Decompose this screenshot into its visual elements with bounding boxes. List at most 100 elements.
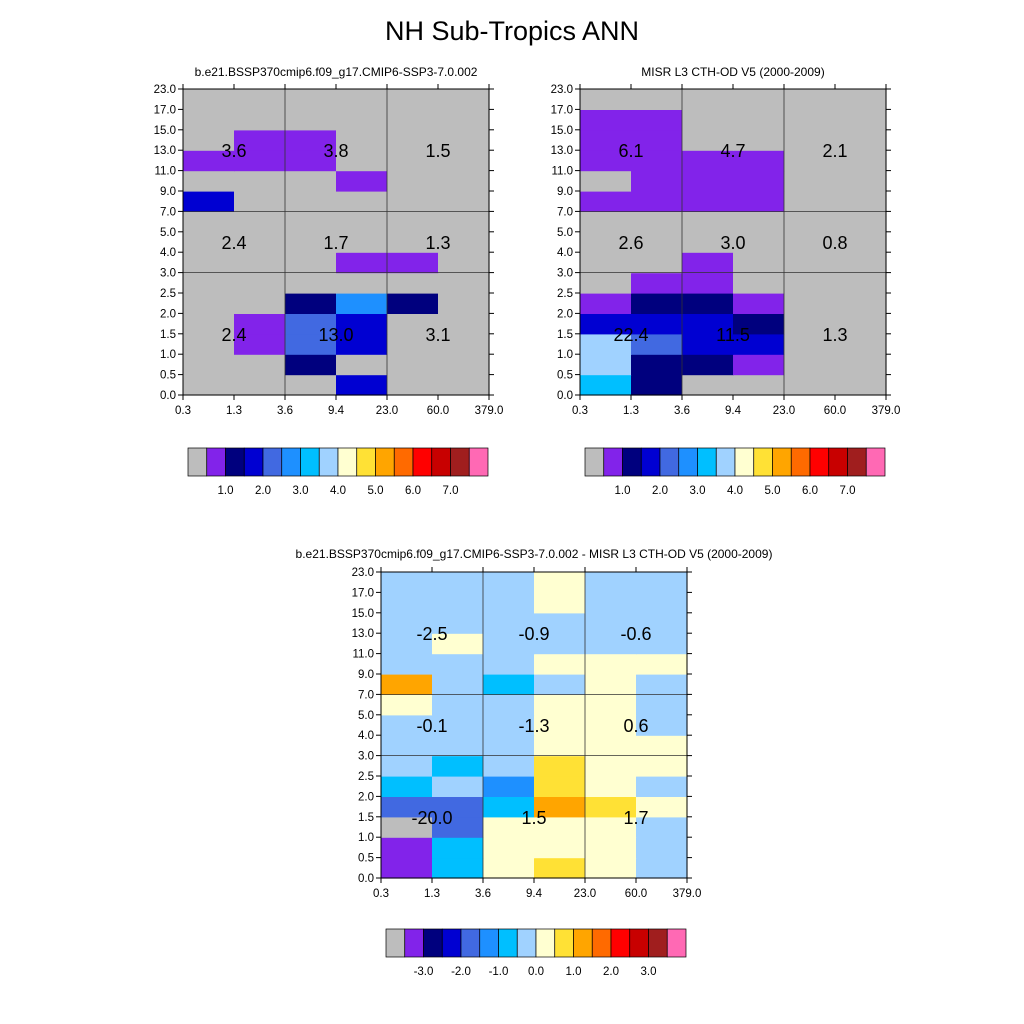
heatmap-cell	[585, 776, 637, 797]
heatmap-cell	[336, 191, 388, 212]
heatmap-cell	[580, 191, 632, 212]
heatmap-cell	[285, 272, 337, 294]
heatmap-cell	[183, 129, 235, 151]
y-tick-label: 1.0	[358, 832, 374, 844]
x-tick-label: 23.0	[773, 405, 795, 417]
heatmap-cell	[733, 354, 785, 376]
colorbar-swatch	[262, 447, 283, 477]
x-tick-label: 1.3	[623, 405, 639, 417]
heatmap-cell	[234, 333, 286, 355]
y-tick-label: 3.0	[160, 268, 176, 280]
heatmap-cell	[682, 211, 734, 233]
heatmap-cell	[784, 313, 836, 335]
heatmap-cell	[183, 252, 235, 274]
heatmap-cell	[636, 592, 688, 614]
colorbar-swatch	[356, 447, 376, 477]
block-value-label: 2.4	[221, 233, 246, 253]
heatmap-cell	[234, 170, 286, 192]
y-tick-label: 0.0	[358, 873, 374, 885]
heatmap-cell	[387, 333, 439, 355]
colorbar-swatch	[629, 928, 649, 958]
heatmap-cell	[438, 89, 490, 110]
block-value-label: 1.3	[425, 233, 450, 253]
heatmap-cell	[483, 674, 535, 695]
heatmap-cell	[631, 374, 683, 396]
colorbar-swatch	[404, 928, 424, 958]
heatmap-cell	[387, 374, 439, 396]
heatmap-cell	[580, 150, 632, 172]
colorbar-label: 6.0	[802, 485, 818, 497]
heatmap-cell	[631, 89, 683, 110]
x-tick-label: 23.0	[574, 888, 596, 900]
heatmap-cell	[183, 333, 235, 355]
colorbar-label: 1.0	[218, 485, 234, 497]
heatmap-cell	[285, 211, 337, 233]
y-tick-label: 11.0	[154, 166, 176, 178]
heatmap-cell	[534, 572, 586, 593]
heatmap-cell	[682, 252, 734, 274]
block-value-label: 1.3	[822, 325, 847, 345]
heatmap-cell	[534, 612, 586, 634]
heatmap-cell	[636, 633, 688, 655]
colorbar-label: 3.0	[293, 485, 309, 497]
heatmap-cell	[432, 816, 484, 838]
x-tick-label: 379.0	[872, 405, 901, 417]
heatmap-cell	[483, 837, 535, 859]
heatmap-cell	[432, 857, 484, 879]
colorbar-swatch	[603, 447, 623, 477]
heatmap-cell	[835, 170, 887, 192]
heatmap-cell	[580, 129, 632, 151]
colorbar: 1.0 2.0 3.0 4.0 5.0 6.0 7.0	[584, 447, 886, 497]
heatmap-cell	[585, 755, 637, 777]
heatmap-cell	[585, 612, 637, 634]
y-tick-label: 15.0	[551, 125, 573, 137]
heatmap-cell	[580, 293, 632, 314]
heatmap-cell	[183, 272, 235, 294]
heatmap-cell	[438, 333, 490, 355]
colorbar-swatch	[206, 447, 226, 477]
block-value-label: -0.6	[620, 624, 651, 644]
heatmap-cell	[387, 231, 439, 253]
colorbar-swatch	[734, 447, 755, 477]
y-tick-label: 0.0	[160, 390, 176, 402]
colorbar-swatch	[610, 928, 631, 958]
heatmap-cell	[183, 374, 235, 396]
x-tick-label: 0.3	[373, 888, 389, 900]
observation-heatmap-panel: MISR L3 CTH-OD V5 (2000-2009) 22.4 11.5 1.3…	[551, 65, 901, 497]
heatmap-cell	[631, 211, 683, 233]
heatmap-cell	[381, 572, 433, 593]
y-tick-label: 15.0	[154, 125, 176, 137]
heatmap-cell	[631, 191, 683, 212]
y-tick-label: 11.0	[352, 649, 374, 661]
heatmap-cell	[183, 89, 235, 110]
heatmap-cell	[381, 694, 433, 716]
heatmap-cell	[285, 374, 337, 396]
y-tick-label: 23.0	[154, 84, 176, 96]
colorbar-label: -2.0	[451, 966, 471, 978]
heatmap-cell	[784, 150, 836, 172]
heatmap-cell	[682, 293, 734, 314]
heatmap-cell	[183, 231, 235, 253]
heatmap-cell	[784, 293, 836, 314]
heatmap-cell	[285, 129, 337, 151]
heatmap-cell	[234, 191, 286, 212]
plot-area: -20.0 1.5 1.7 -0.1 -1.3 0.6 -2.5 -0.9 -0.6 0.0 0.5…	[352, 567, 701, 900]
y-tick-label: 5.0	[557, 227, 573, 239]
difference-heatmap-panel: b.e21.BSSP370cmip6.f09_g17.CMIP6-SSP3-7.…	[296, 547, 773, 978]
heatmap-cell	[835, 333, 887, 355]
y-tick-label: 7.0	[557, 206, 573, 218]
heatmap-cell	[636, 572, 688, 593]
plot-area: 2.4 13.0 3.1 2.4 1.7 1.3 3.6 3.8 1.5 0.0 0.5 1.0 1.5…	[154, 84, 503, 417]
heatmap-cell	[432, 674, 484, 695]
heatmap-cell	[733, 191, 785, 212]
y-tick-label: 15.0	[352, 608, 374, 620]
heatmap-cell	[234, 129, 286, 151]
heatmap-cell	[631, 313, 683, 335]
heatmap-cell	[580, 272, 632, 294]
heatmap-cell	[585, 694, 637, 716]
panel-title: b.e21.BSSP370cmip6.f09_g17.CMIP6-SSP3-7.…	[195, 65, 478, 79]
heatmap-cell	[381, 776, 433, 797]
heatmap-cell	[381, 796, 433, 818]
heatmap-cell	[387, 354, 439, 376]
heatmap-cell	[534, 714, 586, 736]
